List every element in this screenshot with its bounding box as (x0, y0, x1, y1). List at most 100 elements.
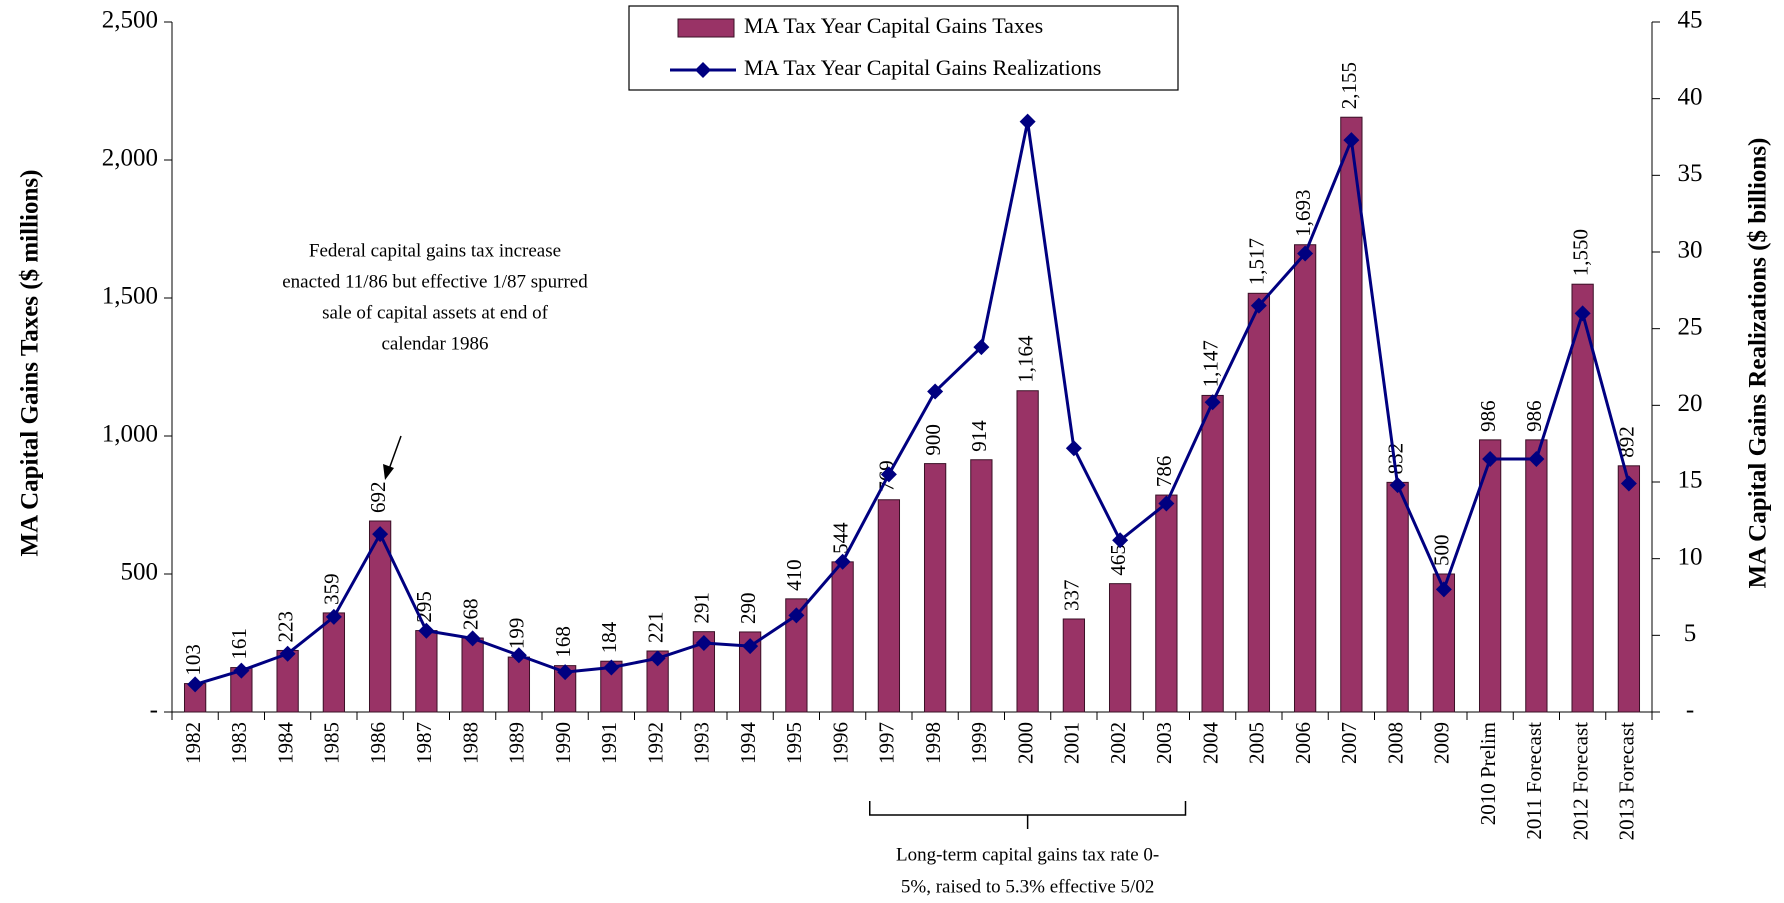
line-marker (1389, 477, 1406, 494)
line-marker (1435, 581, 1452, 598)
x-tick-label: 2008 (1383, 722, 1407, 764)
line-marker (1065, 440, 1082, 457)
line-marker (1112, 532, 1129, 549)
x-tick-label: 1998 (921, 722, 945, 764)
line-marker (372, 526, 389, 543)
x-tick-label: 2010 Prelim (1476, 722, 1500, 825)
annotation: 5%, raised to 5.3% effective 5/02 (901, 876, 1154, 897)
bar (970, 459, 993, 713)
y2-tick-label: 25 (1678, 313, 1703, 340)
y2-tick-label: 10 (1678, 543, 1703, 570)
x-tick-label: 2011 Forecast (1522, 722, 1546, 840)
value-label: 2,155 (1337, 62, 1361, 109)
line-marker (1574, 305, 1591, 322)
bar (1155, 494, 1178, 713)
x-tick-label: 1993 (690, 722, 714, 764)
annotation-arrow (387, 435, 402, 473)
y2-tick-label: 5 (1684, 620, 1697, 647)
value-label: 291 (690, 592, 714, 624)
line-marker (279, 645, 296, 662)
bar (785, 598, 808, 713)
value-label: 221 (643, 612, 667, 644)
bar (1108, 583, 1132, 713)
line-marker (1343, 132, 1360, 149)
bar (461, 637, 484, 713)
line-marker (927, 383, 944, 400)
legend-marker (695, 62, 711, 78)
bar (1201, 394, 1224, 713)
line-marker (1158, 495, 1175, 512)
x-tick-label: 1987 (412, 722, 436, 764)
value-label: 184 (597, 621, 621, 653)
value-label: 268 (458, 599, 482, 631)
y2-axis-title: MA Capital Gains Realizations ($ billion… (1745, 138, 1772, 589)
x-tick-label: 2007 (1337, 722, 1361, 764)
bar (368, 520, 392, 713)
line-marker (1528, 451, 1545, 467)
line-marker (1204, 394, 1221, 411)
x-tick-label: 2005 (1245, 722, 1269, 764)
bracket (869, 801, 1187, 829)
value-label: 290 (736, 592, 760, 624)
line-marker (187, 676, 204, 693)
value-label: 199 (505, 618, 529, 650)
x-tick-label: 1982 (181, 722, 205, 764)
value-label: 986 (1476, 400, 1500, 432)
line-marker (464, 630, 481, 647)
line (194, 121, 1631, 686)
annotation: calendar 1986 (381, 333, 488, 354)
x-tick-label: 2001 (1060, 722, 1084, 764)
x-tick-label: 1984 (273, 722, 297, 765)
x-tick-label: 1991 (597, 722, 621, 764)
line-marker (649, 650, 666, 667)
line-marker (1250, 297, 1267, 314)
bar (1062, 618, 1086, 713)
x-tick-label: 1986 (366, 722, 390, 764)
bar (1525, 439, 1548, 713)
x-tick-label: 2002 (1106, 722, 1130, 764)
line-marker (557, 664, 574, 681)
x-tick-label: 2006 (1291, 722, 1315, 764)
line-marker (418, 622, 435, 639)
bar (831, 561, 854, 713)
legend-label: MA Tax Year Capital Gains Realizations (744, 55, 1101, 80)
value-label: 1,693 (1291, 189, 1315, 236)
line-marker (325, 608, 342, 625)
annotation: enacted 11/86 but effective 1/87 spurred (282, 271, 588, 292)
x-tick-label: 1992 (643, 722, 667, 764)
bar (877, 499, 901, 713)
y-tick-label: 1,500 (102, 283, 158, 310)
value-label: 692 (366, 482, 390, 514)
x-tick-label: 1989 (505, 722, 529, 764)
bar (1432, 573, 1456, 713)
value-label: 465 (1106, 544, 1130, 576)
value-label: 168 (551, 626, 575, 658)
value-label: 103 (181, 644, 205, 676)
line-marker (1620, 475, 1637, 492)
line-marker (973, 339, 990, 356)
y-tick-label: 2,500 (102, 7, 158, 34)
value-label: 337 (1060, 579, 1084, 611)
line-marker (834, 553, 851, 570)
bar (1571, 283, 1594, 713)
bar (1340, 116, 1363, 713)
value-label: 1,517 (1245, 238, 1269, 285)
y2-tick-label: 15 (1678, 467, 1703, 494)
bar (415, 630, 438, 713)
line-marker (880, 466, 897, 483)
line-marker (1297, 245, 1314, 262)
y-tick-label: 2,000 (102, 145, 158, 172)
y2-tick-label: 45 (1678, 7, 1703, 34)
bar (507, 656, 531, 713)
line-marker (1482, 451, 1499, 467)
x-tick-label: 1997 (875, 722, 899, 764)
bar (692, 631, 716, 713)
annotation: Long-term capital gains tax rate 0- (896, 844, 1159, 865)
bar (923, 463, 947, 713)
legend-label: MA Tax Year Capital Gains Taxes (744, 13, 1043, 38)
y-tick-label: 500 (121, 559, 159, 586)
y-tick-label: - (150, 697, 158, 724)
x-tick-label: 2003 (1152, 722, 1176, 764)
y-axis-title: MA Capital Gains Taxes ($ millions) (17, 170, 44, 557)
